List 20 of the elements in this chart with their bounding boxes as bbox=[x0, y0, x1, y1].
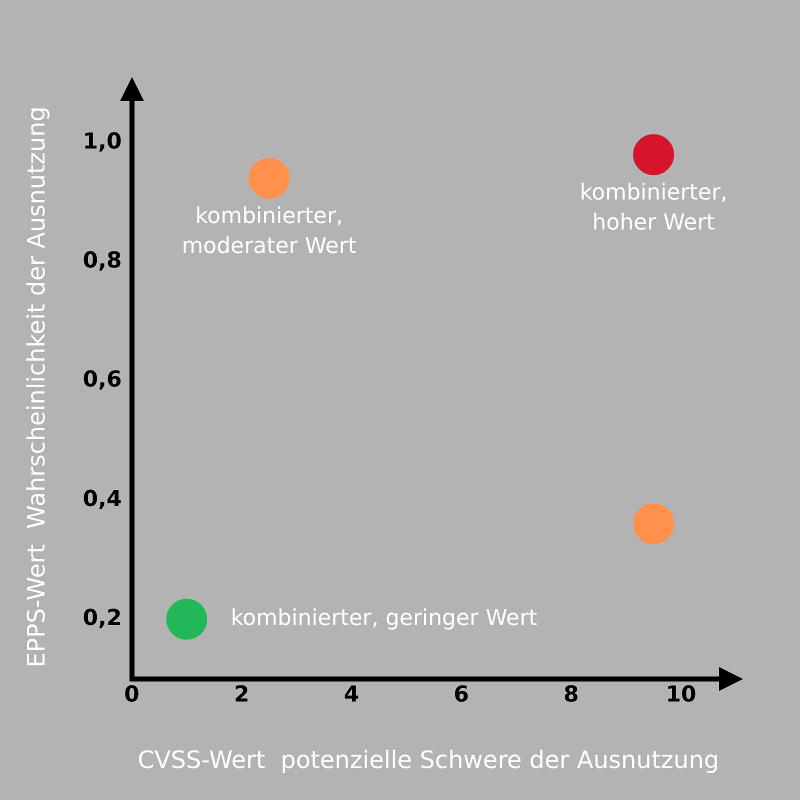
x-tick-label: 4 bbox=[344, 682, 360, 708]
point bbox=[633, 503, 674, 544]
x-tick-label: 8 bbox=[564, 682, 579, 708]
x-axis-title: CVSS-Wert potenzielle Schwere der Ausnutzung bbox=[138, 746, 720, 774]
x-tick-label: 6 bbox=[454, 682, 469, 708]
annotation: kombinierter, moderater Wert bbox=[182, 204, 357, 260]
x-tick-label: 10 bbox=[666, 682, 696, 708]
y-tick-label: 0,2 bbox=[82, 606, 122, 631]
y-tick-label: 0,4 bbox=[82, 486, 122, 512]
annotation: kombinierter, geringer Wert bbox=[230, 606, 538, 631]
y-tick-label: 0,6 bbox=[82, 368, 122, 393]
point bbox=[248, 158, 290, 199]
y-tick-label: 0,8 bbox=[82, 248, 122, 274]
x-tick-label: 0 bbox=[124, 682, 140, 708]
y-tick-label: 1,0 bbox=[82, 129, 122, 154]
x-tick-label: 2 bbox=[234, 682, 250, 708]
point bbox=[633, 134, 674, 176]
point bbox=[166, 598, 208, 640]
y-axis-title: EPPS-Wert Wahrscheinlichkeit der Ausnutzung bbox=[22, 106, 51, 668]
annotation: kombinierter, hoher Wert bbox=[580, 180, 728, 236]
